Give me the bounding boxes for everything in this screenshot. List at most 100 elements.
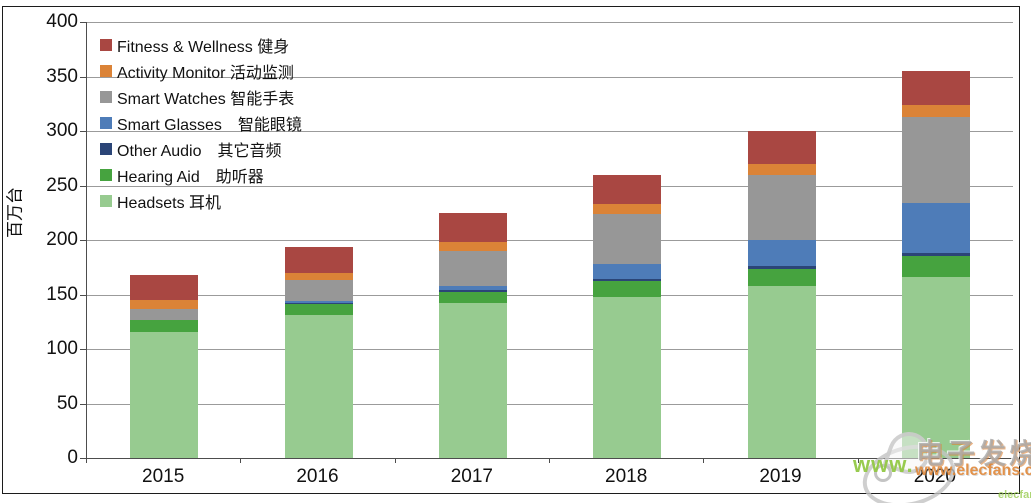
- x-tick-mark-5: [857, 458, 859, 463]
- x-tick-label-2019: 2019: [759, 466, 802, 487]
- gridline-350: [87, 76, 1013, 78]
- bar-segment: [747, 285, 816, 458]
- y-tick-label-50: 50: [56, 392, 78, 414]
- watermark-www-text: www.: [853, 452, 914, 477]
- bar-segment: [438, 285, 507, 291]
- gridline-300: [87, 131, 1013, 132]
- legend-item: Hearing Aid 助听器: [100, 162, 302, 188]
- x-tick-mark-2: [394, 458, 396, 463]
- legend-swatch-icon: [100, 117, 112, 129]
- y-tick-mark-0: [80, 458, 86, 459]
- bar-segment: [747, 131, 816, 164]
- bar-segment: [593, 263, 662, 280]
- bar-segment: [284, 246, 353, 273]
- x-tick-mark-4: [703, 458, 705, 463]
- gridline-150: [87, 294, 1013, 296]
- bar-segment: [130, 308, 199, 320]
- bar-segment: [593, 213, 662, 264]
- y-tick-mark-300: [80, 131, 86, 132]
- x-tick-mark-0: [86, 458, 87, 463]
- x-tick-mark-1: [240, 458, 242, 463]
- bar-segment: [284, 304, 353, 316]
- gridline-50: [87, 403, 1013, 405]
- bar-segment: [284, 315, 353, 458]
- bar-segment: [130, 319, 199, 332]
- watermark-corner-fragment: elecfans: [998, 489, 1031, 501]
- x-tick-label-2020: 2020: [913, 466, 956, 487]
- legend-item-label: Smart Watches 智能手表: [117, 91, 295, 108]
- watermark-url-text: www.elecfans.com: [915, 462, 1031, 479]
- y-tick-mark-250: [80, 185, 86, 187]
- bar-segment: [438, 303, 507, 458]
- y-tick-mark-100: [80, 349, 86, 350]
- bar-segment: [747, 266, 816, 270]
- bar-segment: [130, 299, 199, 309]
- y-tick-label-100: 100: [46, 338, 78, 359]
- legend-item: Smart Glasses 智能眼镜: [100, 110, 302, 136]
- y-tick-label-150: 150: [46, 283, 78, 305]
- bar-segment: [901, 116, 970, 203]
- legend-swatch-icon: [100, 65, 112, 77]
- bar-segment: [284, 301, 353, 304]
- legend-swatch-icon: [100, 195, 112, 207]
- bar-segment: [130, 274, 199, 300]
- x-tick-label-2015: 2015: [142, 466, 185, 487]
- bar-segment: [593, 281, 662, 297]
- bar-segment: [593, 296, 662, 458]
- bar-segment: [438, 242, 507, 251]
- x-tick-label-2018: 2018: [605, 466, 648, 487]
- plot-area: [86, 22, 1013, 459]
- y-tick-label-0: 0: [67, 447, 78, 468]
- legend-item-label: Activity Monitor 活动监测: [117, 65, 294, 82]
- bar-segment: [901, 256, 970, 278]
- bar-segment: [593, 279, 662, 282]
- bar-segment: [284, 280, 353, 302]
- watermark-brand-text: 电子发烧友: [916, 438, 1031, 469]
- bar-segment: [593, 204, 662, 214]
- x-tick-label-2017: 2017: [450, 466, 493, 487]
- chart-legend: Fitness & Wellness 健身 Activity Monitor 活动…: [100, 32, 302, 214]
- y-tick-mark-200: [80, 240, 86, 241]
- legend-item: Fitness & Wellness 健身: [100, 32, 302, 58]
- y-tick-mark-150: [80, 294, 86, 296]
- legend-item: Other Audio 其它音频: [100, 136, 302, 162]
- bar-segment: [438, 292, 507, 304]
- bar-segment: [284, 303, 353, 305]
- watermark-logo-eye-icon: [874, 464, 892, 482]
- legend-item-label: Smart Glasses 智能眼镜: [117, 117, 302, 134]
- legend-swatch-icon: [100, 39, 112, 51]
- bar-segment: [130, 331, 199, 458]
- bar-segment: [284, 272, 353, 281]
- y-tick-label-200: 200: [46, 229, 78, 250]
- bar-segment: [438, 290, 507, 293]
- gridline-200: [87, 240, 1013, 241]
- legend-item: Activity Monitor 活动监测: [100, 58, 302, 84]
- legend-item-label: Hearing Aid 助听器: [117, 169, 264, 186]
- y-tick-label-300: 300: [46, 120, 78, 141]
- x-tick-mark-3: [549, 458, 550, 463]
- y-axis-title: 百万台: [5, 187, 25, 238]
- gridline-400: [87, 22, 1013, 23]
- legend-item-label: Other Audio 其它音频: [117, 143, 282, 160]
- gridline-250: [87, 185, 1013, 187]
- bar-segment: [747, 163, 816, 175]
- legend-item: Smart Watches 智能手表: [100, 84, 302, 110]
- bar-segment: [747, 174, 816, 240]
- y-tick-mark-400: [80, 22, 86, 23]
- bar-segment: [901, 253, 970, 257]
- bar-segment: [593, 174, 662, 205]
- bar-segment: [901, 202, 970, 254]
- bar-segment: [438, 250, 507, 286]
- legend-swatch-icon: [100, 169, 112, 181]
- bar-segment: [747, 269, 816, 286]
- y-tick-label-250: 250: [46, 174, 78, 196]
- y-tick-mark-350: [80, 76, 86, 78]
- legend-swatch-icon: [100, 143, 112, 155]
- bar-segment: [901, 104, 970, 117]
- legend-swatch-icon: [100, 91, 112, 103]
- legend-item-label: Headsets 耳机: [117, 195, 222, 212]
- y-tick-mark-50: [80, 403, 86, 405]
- bar-segment: [438, 212, 507, 243]
- gridline-100: [87, 349, 1013, 350]
